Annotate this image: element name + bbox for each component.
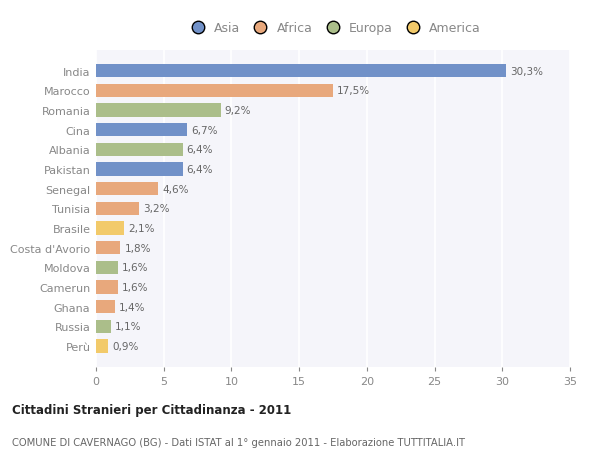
Text: 4,6%: 4,6%: [163, 184, 189, 194]
Bar: [96, 280, 118, 294]
Text: 1,4%: 1,4%: [119, 302, 146, 312]
Bar: [96, 261, 118, 274]
Bar: [96, 183, 158, 196]
Bar: [96, 65, 506, 78]
Bar: [96, 241, 121, 255]
Text: 1,6%: 1,6%: [122, 263, 148, 273]
Text: 6,7%: 6,7%: [191, 125, 217, 135]
Legend: Asia, Africa, Europa, America: Asia, Africa, Europa, America: [185, 22, 481, 35]
Bar: [96, 320, 111, 333]
Text: 1,1%: 1,1%: [115, 322, 142, 331]
Text: 17,5%: 17,5%: [337, 86, 370, 96]
Text: 2,1%: 2,1%: [128, 224, 155, 234]
Text: 30,3%: 30,3%: [511, 67, 544, 77]
Text: 6,4%: 6,4%: [187, 145, 213, 155]
Bar: [96, 300, 115, 313]
Bar: [96, 163, 182, 176]
Bar: [96, 124, 187, 137]
Text: 0,9%: 0,9%: [112, 341, 139, 351]
Bar: [96, 340, 108, 353]
Text: 6,4%: 6,4%: [187, 165, 213, 174]
Text: 3,2%: 3,2%: [143, 204, 170, 214]
Text: 9,2%: 9,2%: [224, 106, 251, 116]
Bar: [96, 143, 182, 157]
Text: Cittadini Stranieri per Cittadinanza - 2011: Cittadini Stranieri per Cittadinanza - 2…: [12, 403, 291, 416]
Text: COMUNE DI CAVERNAGO (BG) - Dati ISTAT al 1° gennaio 2011 - Elaborazione TUTTITAL: COMUNE DI CAVERNAGO (BG) - Dati ISTAT al…: [12, 437, 465, 447]
Text: 1,6%: 1,6%: [122, 282, 148, 292]
Text: 1,8%: 1,8%: [124, 243, 151, 253]
Bar: [96, 84, 333, 98]
Bar: [96, 104, 221, 118]
Bar: [96, 222, 124, 235]
Bar: [96, 202, 139, 216]
